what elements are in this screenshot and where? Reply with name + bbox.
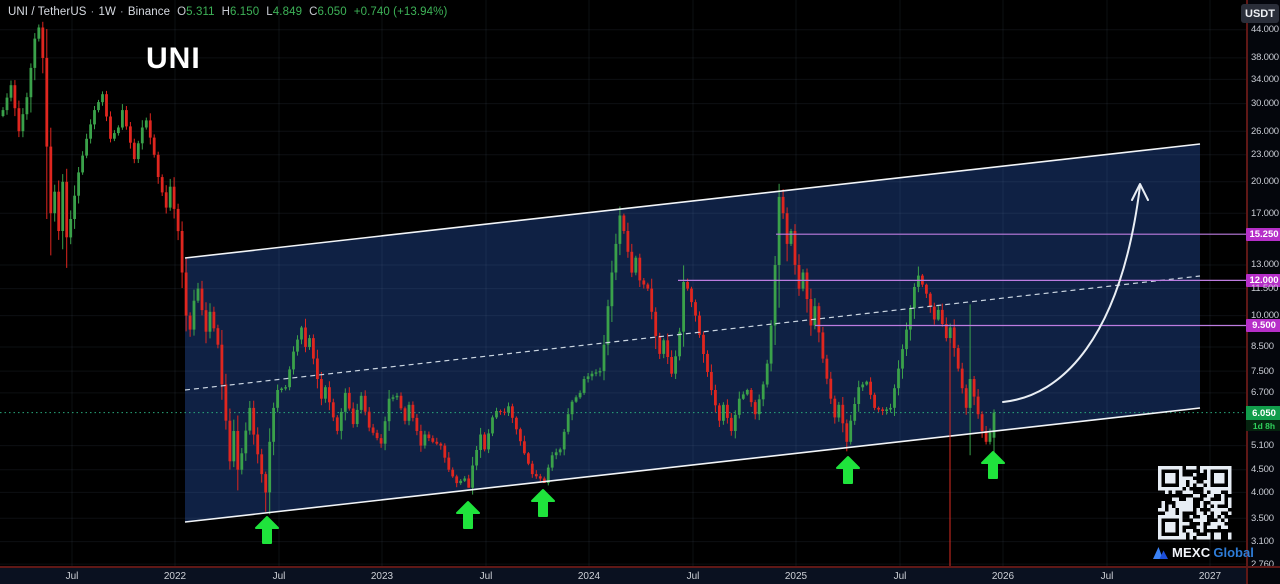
price-tick-label: 13.000 xyxy=(1251,259,1279,270)
price-axis[interactable]: 15.250 12.000 9.500 6.050 1d 8h 44.000 38… xyxy=(1246,0,1280,584)
price-tick-label: 17.000 xyxy=(1251,208,1279,219)
channel-fill[interactable] xyxy=(185,144,1200,522)
price-tick-label: 6.700 xyxy=(1251,387,1274,398)
price-level-label: 15.250 xyxy=(1246,228,1280,241)
time-tick-label: 2023 xyxy=(370,571,394,582)
price-tick-label: 4.000 xyxy=(1251,487,1274,498)
price-tick-label: 11.500 xyxy=(1251,283,1279,294)
buy-arrow-marker[interactable] xyxy=(836,456,860,484)
price-chart[interactable] xyxy=(0,0,1246,566)
time-tick-label: 2024 xyxy=(577,571,601,582)
qr-code xyxy=(1158,466,1232,540)
time-tick-label: Jul xyxy=(893,571,907,582)
time-tick-label: Jul xyxy=(686,571,700,582)
buy-arrow-marker[interactable] xyxy=(456,501,480,529)
price-tick-label: 44.000 xyxy=(1251,24,1279,35)
price-tick-label: 2.760 xyxy=(1251,559,1274,570)
buy-arrow-marker[interactable] xyxy=(981,451,1005,479)
currency-button[interactable]: USDT xyxy=(1241,4,1279,23)
price-tick-label: 3.100 xyxy=(1251,536,1274,547)
price-tick-label: 3.500 xyxy=(1251,513,1274,524)
price-tick-label: 5.100 xyxy=(1251,440,1274,451)
time-tick-label: 2026 xyxy=(991,571,1015,582)
grid-layer xyxy=(0,0,1246,566)
candle-countdown-label: 1d 8h xyxy=(1246,420,1280,431)
axis-corner xyxy=(1246,566,1280,568)
price-tick-label: 30.000 xyxy=(1251,98,1279,109)
price-tick-label: 20.000 xyxy=(1251,176,1279,187)
price-tick-label: 4.500 xyxy=(1251,464,1274,475)
price-level-label: 9.500 xyxy=(1246,319,1280,332)
price-tick-label: 10.000 xyxy=(1251,310,1279,321)
price-tick-label: 23.000 xyxy=(1251,149,1279,160)
price-tick-label: 8.500 xyxy=(1251,341,1274,352)
price-tick-label: 7.500 xyxy=(1251,366,1274,377)
price-tick-label: 34.000 xyxy=(1251,74,1279,85)
time-tick-label: Jul xyxy=(65,571,79,582)
time-tick-label: Jul xyxy=(1100,571,1114,582)
trend-channel[interactable] xyxy=(184,143,1201,523)
price-level-label: 12.000 xyxy=(1246,274,1280,287)
candles-layer xyxy=(1,21,996,515)
buy-arrow-marker[interactable] xyxy=(255,516,279,544)
projection-arrow[interactable] xyxy=(1002,183,1149,403)
price-tick-label: 38.000 xyxy=(1251,52,1279,63)
time-tick-label: 2027 xyxy=(1198,571,1222,582)
time-tick-label: Jul xyxy=(479,571,493,582)
price-tick-label: 26.000 xyxy=(1251,126,1279,137)
time-tick-label: 2025 xyxy=(784,571,808,582)
current-price-label: 6.050 xyxy=(1246,406,1280,420)
time-tick-label: Jul xyxy=(272,571,286,582)
time-axis[interactable]: Jul 2022 Jul 2023 Jul 2024 Jul 2025 Jul 2026 Jul 20… xyxy=(0,566,1246,584)
time-tick-label: 2022 xyxy=(163,571,187,582)
buy-arrow-marker[interactable] xyxy=(531,489,555,517)
